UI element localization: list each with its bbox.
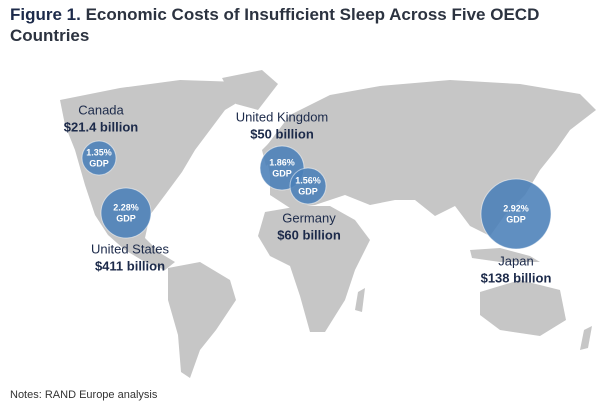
gdp-bubble [480,178,552,250]
gdp-bubble [100,187,152,239]
country-cost: $60 billion [277,227,341,242]
gdp-unit: GDP [272,168,292,178]
country-name: Canada [78,102,124,117]
gdp-share: 2.92% [503,203,529,213]
country-name: Japan [498,253,533,268]
country-name: United States [91,241,170,256]
gdp-unit: GDP [506,214,526,224]
indonesia [470,248,540,262]
greenland [222,70,278,110]
gdp-share: 1.56% [295,175,321,185]
australia [480,280,566,336]
gdp-share: 1.35% [86,147,112,157]
title-text: Economic Costs of Insufficient Sleep Acr… [10,5,540,45]
title: Figure 1. Economic Costs of Insufficient… [10,4,600,46]
country-name: United Kingdom [236,109,329,124]
country-cost: $21.4 billion [64,119,138,134]
gdp-unit: GDP [116,213,136,223]
gdp-share: 1.86% [269,157,295,167]
country-cost: $411 billion [95,258,165,273]
gdp-unit: GDP [89,158,109,168]
country-cost: $50 billion [250,126,314,141]
gdp-share: 2.28% [113,202,139,212]
notes: Notes: RAND Europe analysis [10,389,158,401]
gdp-bubble [289,167,327,205]
africa [258,206,370,332]
new-zealand [580,326,592,350]
country-name: Germany [282,210,336,225]
gdp-unit: GDP [298,186,318,196]
gdp-bubble [81,140,117,176]
title-label: Figure 1. [10,5,81,24]
madagascar [355,288,365,312]
country-cost: $138 billion [481,270,552,285]
south-america [168,262,236,378]
